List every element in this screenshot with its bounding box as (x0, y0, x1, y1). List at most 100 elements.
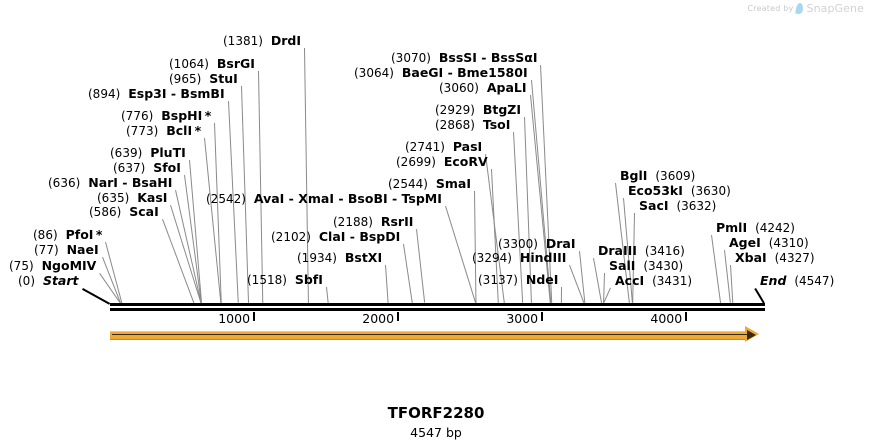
enzyme-site-label[interactable]: Eco53kI (3630) (628, 183, 731, 198)
enzyme-name: SfoI (153, 160, 181, 175)
site-position: (3137) (478, 273, 518, 287)
label-spacer (58, 227, 66, 242)
enzyme-site-label[interactable]: (3060) ApaLI (439, 80, 527, 95)
label-spacer (475, 102, 483, 117)
enzyme-site-label[interactable]: (2741) PasI (405, 140, 482, 154)
site-position: (2102) (271, 230, 311, 244)
enzyme-site-label[interactable]: (637) SfoI (113, 160, 181, 175)
enzyme-site-label[interactable]: (1064) BsrGI (169, 57, 255, 71)
enzyme-name: BaeGI (401, 65, 444, 80)
enzyme-site-label[interactable]: (2544) SmaI (388, 176, 471, 191)
label-spacer (394, 65, 402, 80)
enzyme-site-label[interactable]: (77) NaeI (34, 242, 99, 257)
label-spacer (512, 250, 520, 265)
axis-tick-mark (541, 312, 544, 321)
enzyme-site-label[interactable]: (2188) RsrII (333, 214, 413, 229)
axis-tick-label-2000: 2000 (362, 311, 395, 326)
enzyme-site-label[interactable]: (636) NarI - BsaHI (48, 175, 172, 190)
enzyme-site-label[interactable]: AgeI (4310) (729, 235, 809, 250)
enzyme-site-label[interactable]: (1518) SbfI (247, 273, 323, 287)
enzyme-site-label[interactable]: (86) PfoI * (33, 227, 102, 242)
enzyme-name: HindIII (519, 250, 567, 265)
orf-arrow-core-line (112, 334, 749, 335)
enzyme-name: Esp3I (128, 86, 167, 101)
site-position: (3632) (676, 199, 717, 213)
enzyme-name: Eco53kI (628, 183, 683, 198)
site-position: (965) (169, 72, 202, 86)
enzyme-site-label[interactable]: (894) Esp3I - BsmBI (88, 86, 225, 101)
enzyme-site-label[interactable]: (1381) DrdI (223, 33, 301, 48)
enzyme-site-label[interactable]: (635) KasI (97, 191, 167, 205)
site-position: (2542) (206, 192, 246, 206)
enzyme-name: NarI (88, 175, 118, 190)
label-spacer (246, 191, 254, 206)
star-activity-marker: * (192, 123, 202, 138)
enzyme-site-label[interactable]: (2542) AvaI - XmaI - BsoBI - TspMI (206, 191, 442, 206)
enzyme-name: PmlI (716, 220, 748, 235)
enzyme-site-label[interactable]: (2699) EcoRV (396, 154, 488, 169)
label-spacer (428, 176, 436, 191)
site-position: (3416) (644, 244, 685, 258)
enzyme-name-separator: - (117, 175, 132, 190)
enzyme-site-label[interactable]: (1934) BstXI (297, 250, 382, 265)
site-position: (639) (110, 146, 143, 160)
enzyme-name: BsmBI (180, 86, 225, 101)
site-position: (0) (18, 274, 35, 288)
site-position: (773) (126, 124, 159, 138)
enzyme-site-label[interactable]: SalI (3430) (609, 258, 683, 273)
site-position: (2868) (435, 118, 475, 132)
enzyme-site-label[interactable]: (75) NgoMIV (9, 258, 97, 273)
enzyme-site-label[interactable]: (0) Start (18, 274, 79, 288)
enzyme-site-label[interactable]: (3137) NdeI (478, 273, 558, 287)
enzyme-name: DraI (545, 236, 576, 251)
enzyme-site-label[interactable]: PmlI (4242) (716, 220, 795, 235)
axis-tick-label-3000: 3000 (506, 311, 539, 326)
enzyme-name: AgeI (729, 235, 761, 250)
enzyme-site-label[interactable]: (773) BclI * (126, 123, 202, 138)
enzyme-name: SalI (609, 258, 636, 273)
site-position: (4327) (774, 251, 815, 265)
enzyme-site-label[interactable]: (776) BspHI * (121, 109, 211, 123)
enzyme-name-separator: - (345, 229, 360, 244)
label-spacer (436, 154, 444, 169)
enzyme-site-label[interactable]: (965) StuI (169, 72, 238, 86)
enzyme-site-label[interactable]: BglI (3609) (620, 169, 695, 183)
enzyme-site-label[interactable]: (639) PluTI (110, 146, 186, 160)
enzyme-name-separator: - (443, 65, 458, 80)
enzyme-site-label[interactable]: (586) ScaI (89, 205, 159, 219)
site-position: (636) (48, 176, 81, 190)
site-position: (3064) (354, 66, 394, 80)
label-spacer (337, 250, 345, 265)
enzyme-site-label[interactable]: (3070) BssSI - BssSαI (391, 51, 537, 65)
enzyme-site-label[interactable]: (2868) TsoI (435, 118, 510, 132)
enzyme-site-label[interactable]: DraIII (3416) (598, 243, 685, 258)
enzyme-name: ApaLI (486, 80, 527, 95)
enzyme-site-label[interactable]: (3064) BaeGI - Bme1580I (354, 65, 528, 80)
enzyme-name: NaeI (66, 242, 99, 257)
enzyme-site-label[interactable]: SacI (3632) (639, 199, 717, 213)
label-spacer (59, 242, 67, 257)
enzyme-name: BclI (166, 123, 193, 138)
enzyme-name-separator: - (166, 86, 181, 101)
enzyme-site-label[interactable]: (3294) HindIII (472, 250, 567, 265)
enzyme-name: BsoBI (347, 191, 388, 206)
site-position: (1381) (223, 34, 263, 48)
axis-tick-mark (397, 312, 400, 321)
enzyme-name: BspDI (359, 229, 401, 244)
label-spacer (373, 214, 381, 229)
enzyme-site-label[interactable]: (2929) BtgZI (435, 102, 521, 117)
label-spacer (644, 273, 652, 288)
enzyme-site-label[interactable]: End (4547) (760, 274, 834, 288)
enzyme-site-label[interactable]: (2102) ClaI - BspDI (271, 229, 401, 244)
label-spacer (637, 243, 645, 258)
site-position: (586) (89, 205, 122, 219)
orf-arrow-core-head (747, 330, 756, 340)
label-spacer (479, 80, 487, 95)
enzyme-site-label[interactable]: AccI (3431) (615, 273, 692, 288)
label-spacer (263, 33, 271, 48)
enzyme-site-label[interactable]: XbaI (4327) (735, 251, 815, 265)
enzyme-name: NgoMIV (41, 258, 97, 273)
enzyme-name: AccI (615, 273, 645, 288)
enzyme-site-label[interactable]: (3300) DraI (498, 236, 576, 251)
axis-tick-mark (253, 312, 256, 321)
